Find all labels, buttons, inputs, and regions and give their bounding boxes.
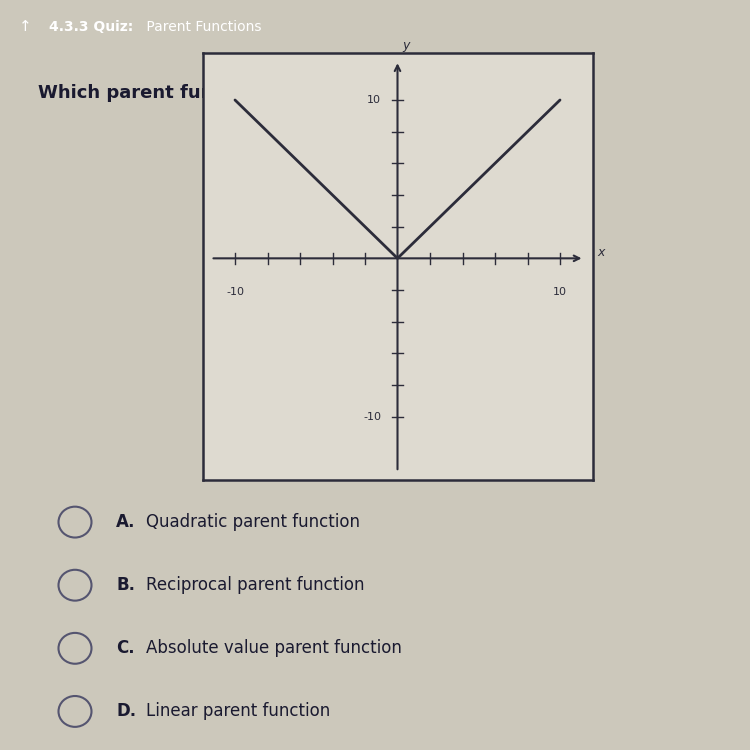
Text: x: x — [597, 245, 604, 259]
Text: Quadratic parent function: Quadratic parent function — [146, 513, 360, 531]
Text: -10: -10 — [363, 412, 381, 422]
Text: Absolute value parent function: Absolute value parent function — [146, 639, 402, 657]
Text: D.: D. — [116, 703, 136, 721]
Text: A.: A. — [116, 513, 136, 531]
Text: 10: 10 — [368, 95, 381, 105]
Text: Which parent function is represented by the graph?: Which parent function is represented by … — [38, 84, 563, 102]
Text: C.: C. — [116, 639, 135, 657]
Text: Parent Functions: Parent Functions — [142, 20, 262, 34]
Text: B.: B. — [116, 576, 135, 594]
Text: Linear parent function: Linear parent function — [146, 703, 331, 721]
Text: 10: 10 — [553, 286, 567, 297]
Text: -10: -10 — [226, 286, 244, 297]
Text: y: y — [402, 40, 410, 53]
Text: ↑: ↑ — [19, 20, 32, 34]
Text: Reciprocal parent function: Reciprocal parent function — [146, 576, 364, 594]
Text: 4.3.3 Quiz:: 4.3.3 Quiz: — [49, 20, 133, 34]
